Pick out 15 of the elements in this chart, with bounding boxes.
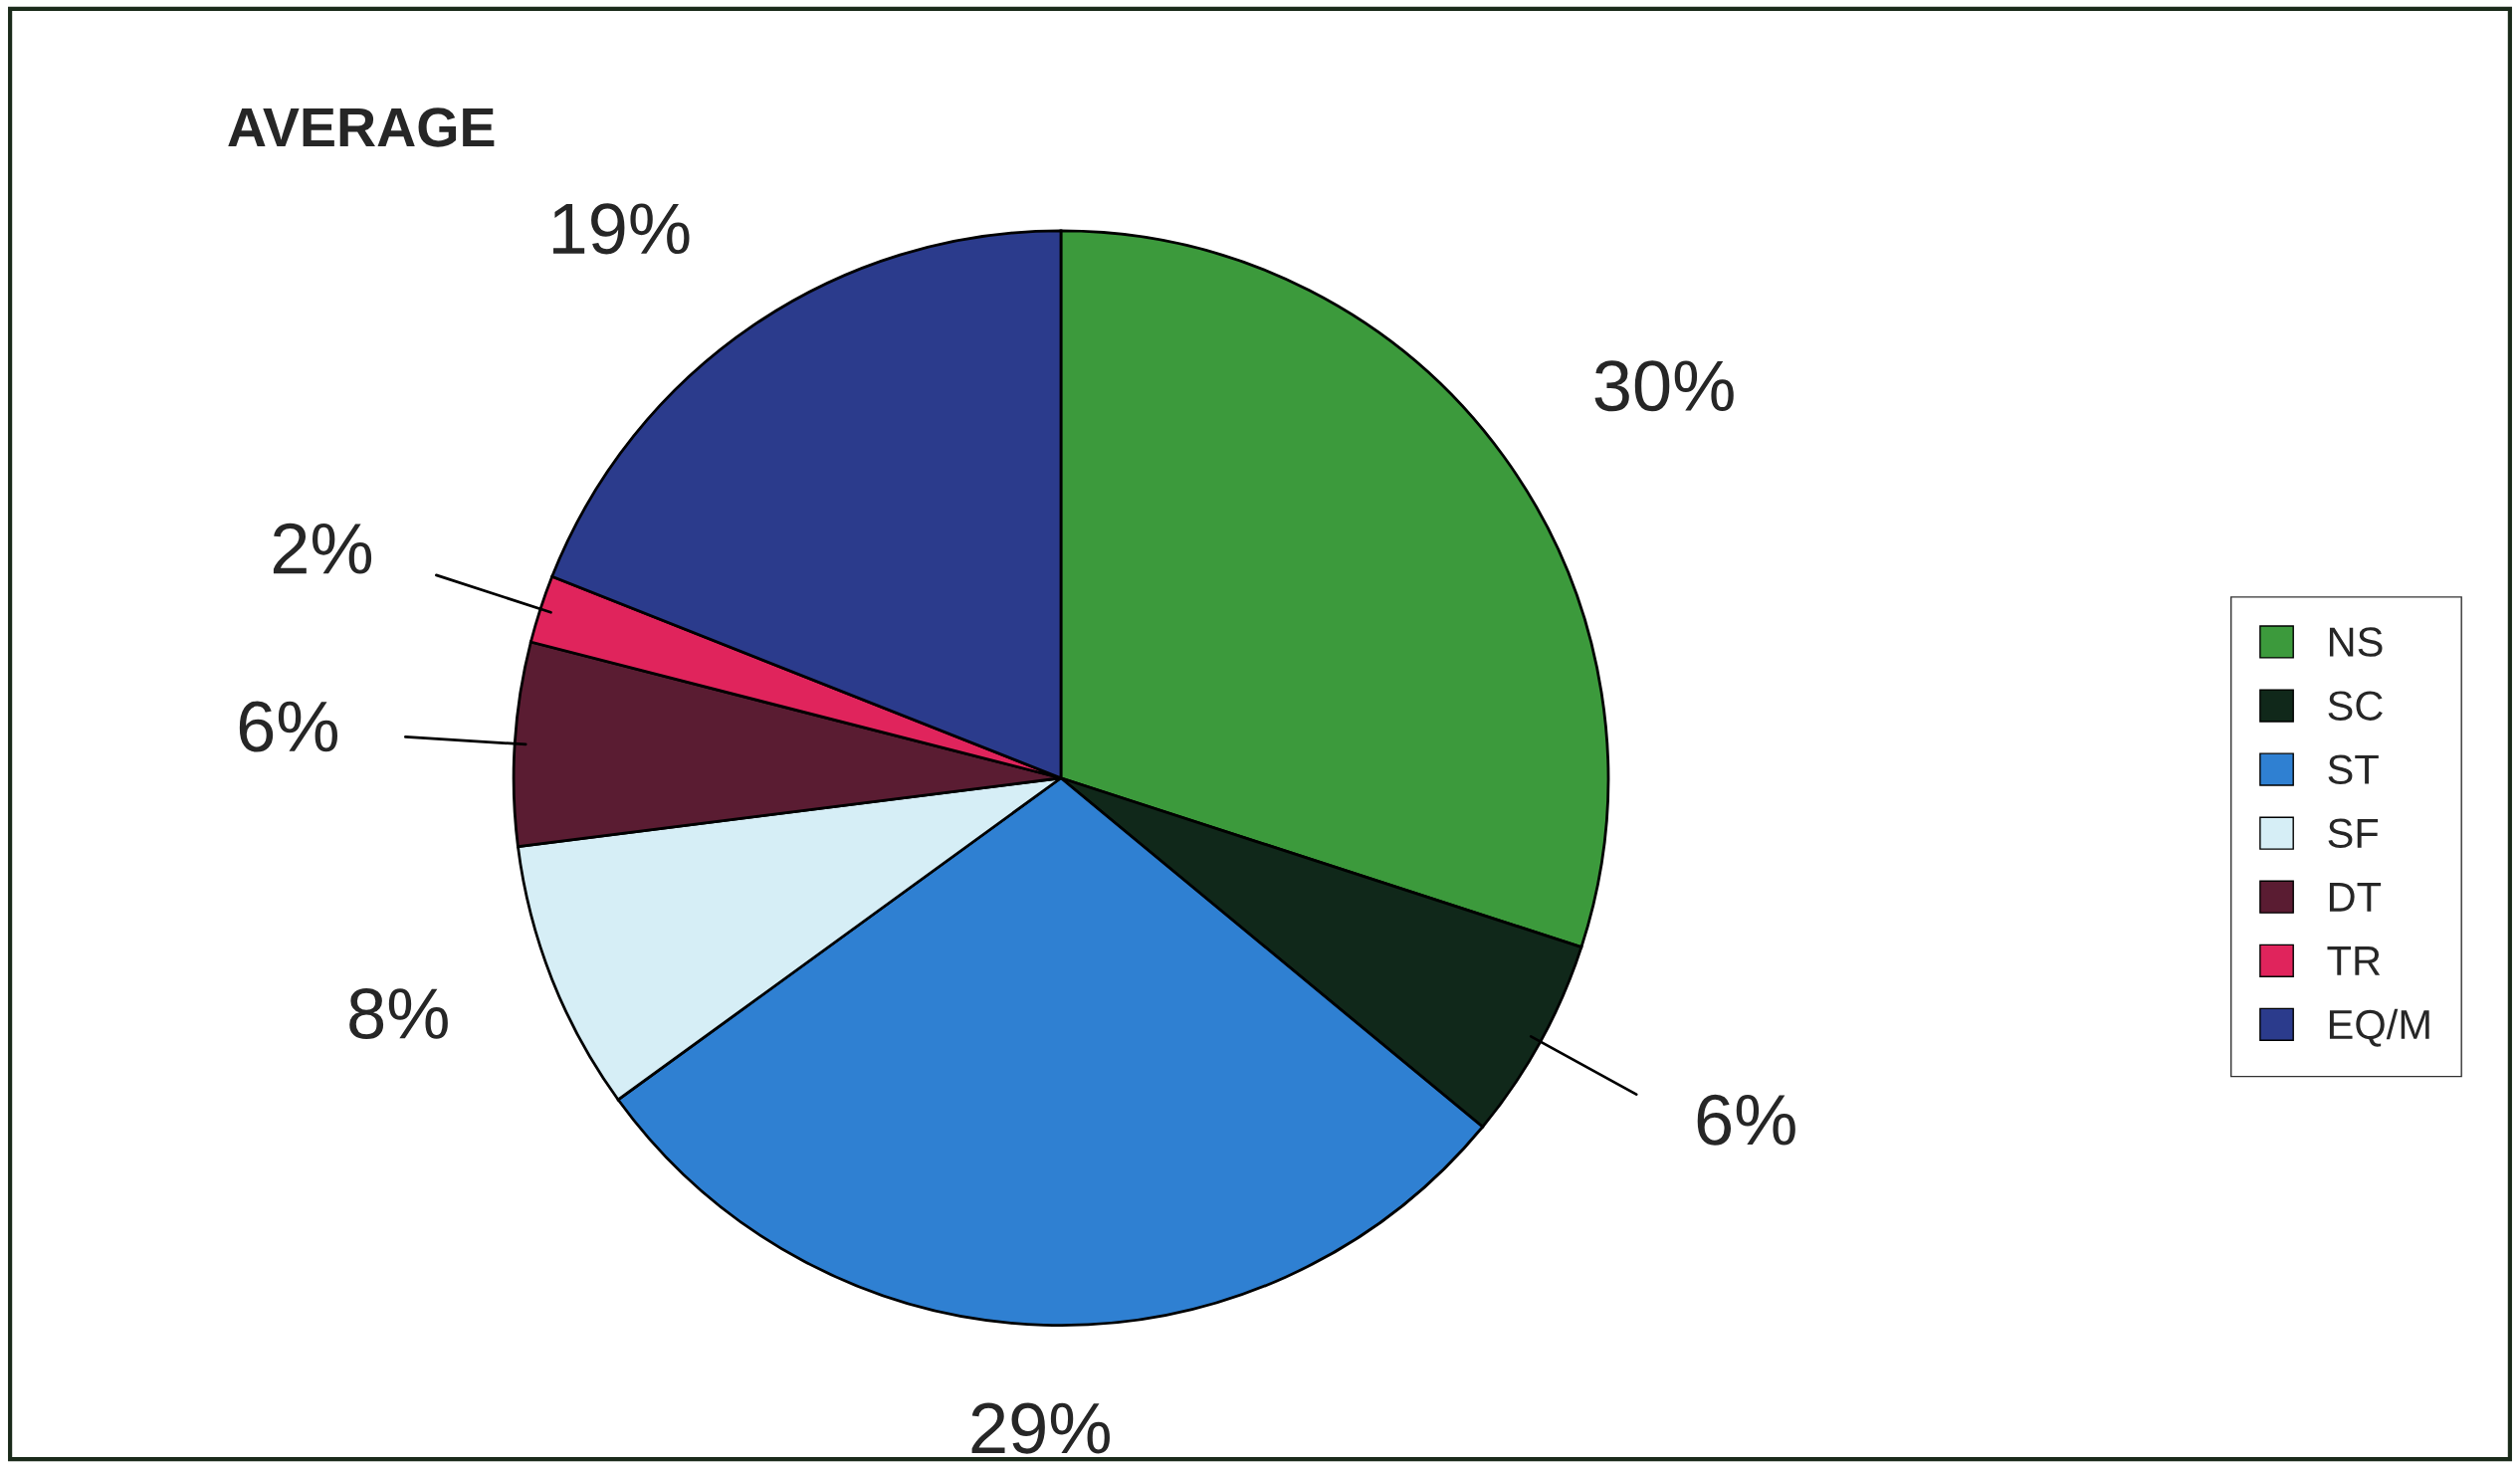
data-label: 2% [273, 523, 372, 574]
chart-title: AVERAGE [228, 107, 495, 147]
data-label: 19% [553, 203, 690, 255]
data-label: 6% [1697, 1094, 1795, 1146]
legend-label: SC [2328, 691, 2383, 721]
data-label: 6% [239, 701, 337, 752]
data-label: 8% [349, 987, 448, 1040]
data-label: 29% [971, 1402, 1110, 1454]
data-label: 30% [1594, 360, 1734, 412]
legend-label: TR [2327, 946, 2381, 975]
legend-label: SF [2328, 818, 2379, 849]
legend-label: NS [2329, 627, 2383, 657]
legend-label: EQ/M [2329, 1008, 2429, 1047]
legend-label: ST [2328, 754, 2379, 784]
legend-label: DT [2329, 883, 2382, 912]
